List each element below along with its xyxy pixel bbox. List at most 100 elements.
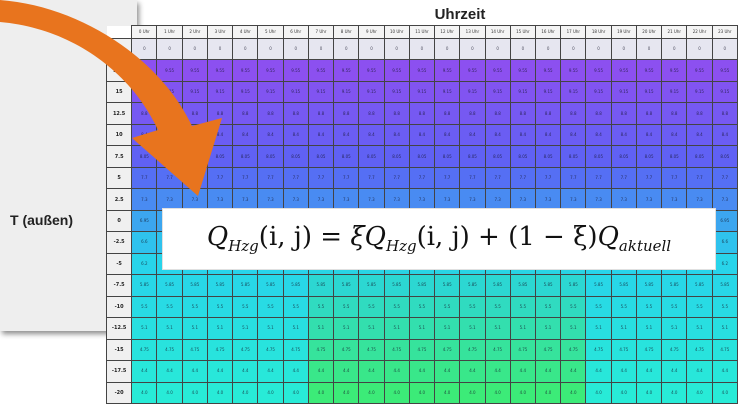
- heat-cell: 5.5: [484, 295, 511, 319]
- heat-cell: 5.85: [383, 274, 410, 297]
- heat-cell: 8.05: [383, 145, 410, 168]
- heat-cell: 7.7: [484, 166, 511, 190]
- heat-cell: 7.3: [156, 188, 183, 211]
- heat-cell: 7.3: [459, 188, 486, 211]
- heat-cell: 4.75: [282, 338, 309, 362]
- heat-cell: 5.5: [635, 295, 663, 319]
- heat-cell: 9.55: [560, 59, 587, 82]
- heat-cell: 5.85: [131, 274, 158, 297]
- heat-cell: 8.4: [585, 123, 612, 147]
- heat-cell: 0: [434, 37, 461, 61]
- heat-cell: 4.75: [560, 338, 587, 362]
- heat-cell: 5.1: [661, 317, 688, 340]
- heat-cell: 4.4: [585, 360, 612, 383]
- heat-cell: 9.15: [181, 80, 208, 104]
- heat-cell: 8.4: [635, 123, 663, 147]
- heat-cell: 8.05: [434, 145, 461, 168]
- heat-cell: 4.0: [358, 381, 385, 404]
- curved-arrow-icon: [0, 0, 222, 196]
- hour-header: 15 Uhr: [509, 25, 536, 39]
- heat-cell: 5.5: [383, 295, 410, 319]
- heat-cell: 8.05: [459, 145, 486, 168]
- heat-cell: 4.75: [484, 338, 511, 362]
- heat-cell: 9.15: [635, 80, 663, 104]
- heat-cell: 5.5: [686, 295, 713, 319]
- heat-cell: 7.7: [711, 166, 739, 190]
- heat-cell: 8.8: [635, 102, 663, 125]
- heat-cell: 5.85: [509, 274, 536, 297]
- heat-cell: 7.3: [408, 188, 436, 211]
- heat-cell: 9.15: [206, 80, 234, 104]
- heat-cell: 5.1: [686, 317, 713, 340]
- temperature-label: 7.5: [105, 145, 133, 168]
- update-formula: QHzg(i, j) = ξQHzg(i, j) + (1 − ξ)Qaktue…: [206, 222, 672, 256]
- heat-cell: 9.55: [156, 59, 183, 82]
- heat-cell: 5.1: [585, 317, 612, 340]
- heat-cell: 7.7: [459, 166, 486, 190]
- heat-cell: 4.4: [484, 360, 511, 383]
- hour-header: 6 Uhr: [282, 25, 309, 39]
- heat-cell: 7.7: [383, 166, 410, 190]
- heat-cell: 4.75: [686, 338, 713, 362]
- heat-cell: 0: [585, 37, 612, 61]
- temperature-label: -10: [105, 295, 133, 319]
- table-row: -10 5.5 5.5 5.5 5.5 5.5 5.5 5.5 5.5 5.5 5.5 5.5 5.5 5…: [105, 295, 739, 319]
- heat-cell: 8.05: [686, 145, 713, 168]
- heat-cell: 7.3: [635, 188, 663, 211]
- heat-cell: 5.1: [307, 317, 335, 340]
- heat-cell: 6.2: [131, 252, 158, 276]
- heat-cell: 4.75: [534, 338, 562, 362]
- heat-cell: 4.0: [408, 381, 436, 404]
- heat-cell: 7.3: [661, 188, 688, 211]
- heat-cell: 8.8: [509, 102, 536, 125]
- heat-cell: 4.75: [610, 338, 637, 362]
- heat-cell: 0: [257, 37, 284, 61]
- heat-cell: 4.0: [156, 381, 183, 404]
- hour-header: 8 Uhr: [333, 25, 360, 39]
- heat-cell: 8.05: [358, 145, 385, 168]
- heat-cell: 9.15: [534, 80, 562, 104]
- heat-cell: 7.3: [711, 188, 739, 211]
- heat-cell: 5.85: [282, 274, 309, 297]
- table-row: 20000000000000000000000000: [105, 37, 739, 61]
- table-row: -15 4.75 4.75 4.75 4.75 4.75 4.75 4.75 4.75 4.75 4…: [105, 338, 739, 362]
- heat-cell: 9.55: [585, 59, 612, 82]
- heat-cell: 5.85: [560, 274, 587, 297]
- heat-cell: 5.85: [156, 274, 183, 297]
- heat-cell: 6.95: [131, 209, 158, 233]
- heat-cell: 8.8: [307, 102, 335, 125]
- heat-cell: 5.1: [383, 317, 410, 340]
- heat-cell: 9.15: [434, 80, 461, 104]
- heat-cell: 0: [383, 37, 410, 61]
- temperature-label: 10: [105, 123, 133, 147]
- heat-cell: 9.15: [232, 80, 259, 104]
- temperature-label: -2.5: [105, 231, 133, 254]
- heat-cell: 4.4: [257, 360, 284, 383]
- heat-cell: 9.15: [282, 80, 309, 104]
- heat-cell: 4.75: [434, 338, 461, 362]
- corner-cell: [106, 25, 132, 39]
- heat-cell: 8.4: [661, 123, 688, 147]
- heat-cell: 7.7: [408, 166, 436, 190]
- heat-cell: 4.75: [181, 338, 208, 362]
- heat-cell: 9.15: [686, 80, 713, 104]
- heat-cell: 5.5: [610, 295, 637, 319]
- table-row: 2.5 7.3 7.3 7.3 7.3 7.3 7.3 7.3 7.3 7.3 7.3 7.3 7.3 7…: [105, 188, 739, 211]
- heat-cell: 4.4: [282, 360, 309, 383]
- heat-cell: 9.55: [509, 59, 536, 82]
- heat-cell: 4.4: [307, 360, 335, 383]
- heat-cell: 4.75: [358, 338, 385, 362]
- hour-header: 18 Uhr: [585, 25, 612, 39]
- hour-header: 10 Uhr: [383, 25, 410, 39]
- heat-cell: 7.7: [686, 166, 713, 190]
- heat-cell: 8.8: [358, 102, 385, 125]
- heat-cell: 5.85: [181, 274, 208, 297]
- heat-cell: 8.8: [585, 102, 612, 125]
- heat-cell: 5.85: [358, 274, 385, 297]
- table-row: -20 4.0 4.0 4.0 4.0 4.0 4.0 4.0 4.0 4.0 4.0 4.0 4.0 4…: [105, 381, 739, 404]
- heat-cell: 5.1: [560, 317, 587, 340]
- heat-cell: 4.75: [156, 338, 183, 362]
- hour-header: 12 Uhr: [434, 25, 461, 39]
- heat-cell: 8.8: [282, 102, 309, 125]
- heat-cell: 7.7: [131, 166, 158, 190]
